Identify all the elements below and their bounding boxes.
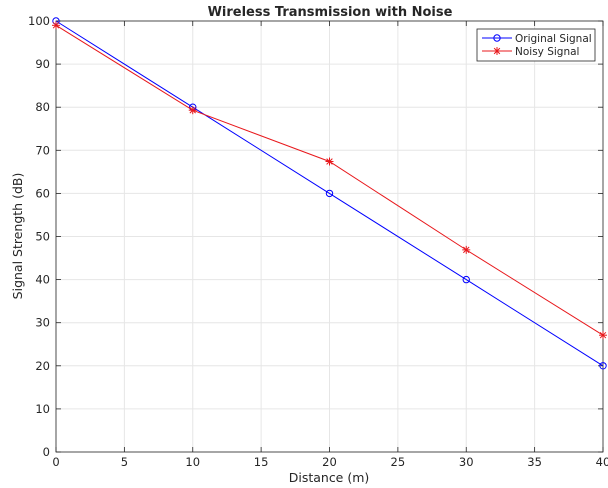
original-signal-point bbox=[462, 275, 470, 284]
noisy-signal-point bbox=[599, 331, 607, 340]
legend-item-original-signal: Original Signal bbox=[482, 33, 592, 45]
chart-title: Wireless Transmission with Noise bbox=[208, 5, 453, 20]
y-tick-label: 60 bbox=[35, 186, 50, 200]
noisy-signal-point bbox=[52, 21, 60, 30]
y-tick-label: 10 bbox=[35, 402, 50, 416]
x-tick-label: 5 bbox=[121, 455, 128, 469]
series-layer bbox=[52, 17, 607, 370]
legend-marker bbox=[493, 34, 501, 42]
asterisk-stroke bbox=[52, 22, 60, 29]
axis-ticks: 0 5 10 15 20 25 30 35 40 0 10 20 30 40 50 60 70 80 90 100 bbox=[28, 14, 608, 469]
asterisk-stroke bbox=[326, 158, 333, 165]
y-tick-label: 50 bbox=[35, 230, 50, 244]
x-tick-label: 30 bbox=[459, 455, 474, 469]
y-tick-label: 20 bbox=[35, 359, 50, 373]
series-original-signal bbox=[52, 17, 607, 370]
y-tick-label: 80 bbox=[35, 100, 50, 114]
x-tick-label: 20 bbox=[322, 455, 337, 469]
x-tick-label: 15 bbox=[254, 455, 269, 469]
legend-item-noisy-signal: Noisy Signal bbox=[482, 46, 579, 58]
legend-label: Noisy Signal bbox=[515, 46, 579, 58]
y-tick-label: 30 bbox=[35, 316, 50, 330]
x-tick-label: 40 bbox=[596, 455, 608, 469]
y-tick-label: 0 bbox=[43, 445, 50, 459]
x-axis-label: Distance (m) bbox=[289, 470, 370, 485]
x-tick-label: 10 bbox=[185, 455, 200, 469]
y-tick-label: 90 bbox=[35, 57, 50, 71]
y-tick-label: 100 bbox=[28, 14, 50, 28]
asterisk-stroke bbox=[189, 106, 196, 114]
x-tick-label: 35 bbox=[527, 455, 542, 469]
original-signal-line bbox=[55, 20, 604, 367]
legend-marker bbox=[493, 47, 501, 55]
asterisk-stroke bbox=[493, 47, 501, 55]
noisy-signal-point bbox=[188, 106, 197, 115]
asterisk-stroke bbox=[599, 331, 607, 339]
y-axis-label: Signal Strength (dB) bbox=[10, 173, 25, 300]
y-tick-label: 40 bbox=[35, 273, 50, 287]
x-tick-label: 25 bbox=[391, 455, 406, 469]
original-signal-point bbox=[599, 362, 607, 370]
legend-label: Original Signal bbox=[515, 33, 592, 45]
noisy-signal-point bbox=[462, 245, 471, 254]
original-signal-point bbox=[325, 189, 334, 198]
asterisk-stroke bbox=[463, 246, 470, 254]
noisy-signal-point bbox=[325, 157, 334, 166]
series-noisy-signal bbox=[52, 21, 607, 340]
y-tick-label: 70 bbox=[35, 143, 50, 157]
x-tick-label: 0 bbox=[52, 455, 59, 469]
